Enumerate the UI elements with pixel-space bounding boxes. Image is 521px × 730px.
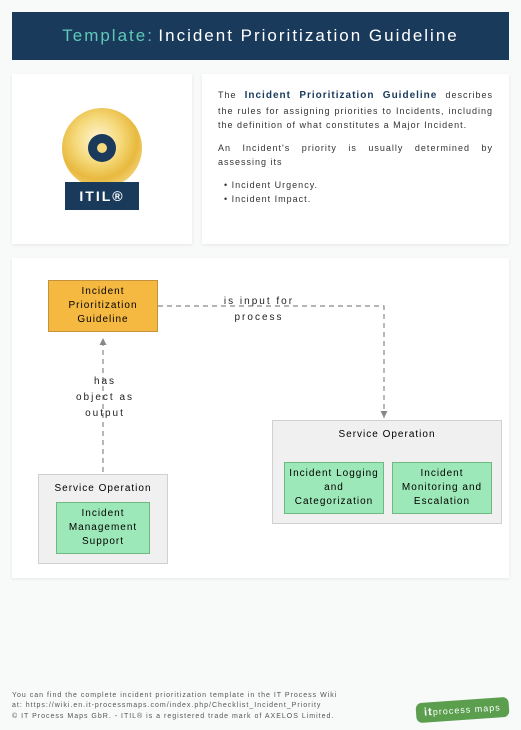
footer-line1: You can find the complete incident prior…	[12, 691, 509, 702]
desc-p1-emph: Incident Prioritization Guideline	[245, 90, 438, 101]
header-title: Incident Prioritization Guideline	[158, 26, 458, 45]
group-so1-label: Service Operation	[39, 475, 167, 498]
description-card: The Incident Prioritization Guideline de…	[202, 74, 509, 244]
diagram: Service Operation Service Operation Inci…	[12, 258, 509, 578]
itil-logo: ITIL®	[62, 108, 142, 210]
header: Template: Incident Prioritization Guidel…	[12, 12, 509, 60]
node-ime: Incident Monitoring and Escalation	[392, 462, 492, 514]
edge-label-input: is input for process	[194, 294, 324, 326]
edge2-l3: output	[85, 408, 125, 419]
bullet-urgency: Incident Urgency.	[224, 178, 493, 192]
itil-circle-icon	[62, 108, 142, 188]
edge2-l1: has	[94, 376, 116, 387]
header-prefix: Template:	[62, 26, 154, 45]
itil-label: ITIL®	[65, 182, 138, 210]
node-ims: Incident Management Support	[56, 502, 150, 554]
edge1-l1: is input for	[224, 296, 294, 307]
description-bullets: Incident Urgency. Incident Impact.	[218, 178, 493, 207]
group-so2-label: Service Operation	[273, 421, 501, 444]
info-cards: ITIL® The Incident Prioritization Guidel…	[12, 74, 509, 244]
footer-badge-rest: process maps	[433, 702, 502, 717]
bullet-impact: Incident Impact.	[224, 192, 493, 206]
desc-p1-pre: The	[218, 90, 245, 100]
node-ipg: Incident Prioritization Guideline	[48, 280, 158, 332]
description-p1: The Incident Prioritization Guideline de…	[218, 88, 493, 133]
edge1-l2: process	[234, 312, 283, 323]
description-p2: An Incident's priority is usually determ…	[218, 141, 493, 170]
edge-label-output: has object as output	[60, 374, 150, 422]
footer: You can find the complete incident prior…	[12, 691, 509, 723]
itil-card: ITIL®	[12, 74, 192, 244]
edge2-l2: object as	[76, 392, 134, 403]
node-ilc: Incident Logging and Categorization	[284, 462, 384, 514]
